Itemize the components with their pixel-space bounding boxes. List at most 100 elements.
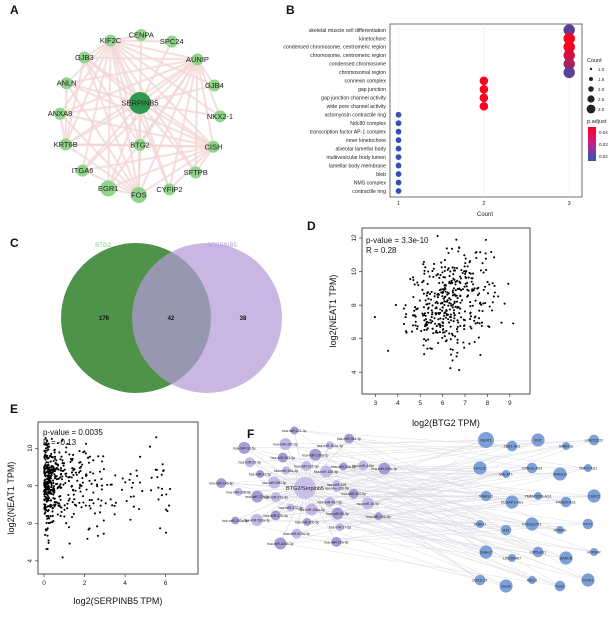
scatter-point-d <box>465 271 467 273</box>
scatter-point-e <box>52 507 54 509</box>
scatter-point-d <box>411 331 413 333</box>
scatter-point-d <box>423 344 425 346</box>
lncrna-label: TMPO-AS1 <box>579 467 597 471</box>
scatter-point-d <box>443 285 445 287</box>
scatter-point-d <box>442 281 444 283</box>
b-dot <box>396 163 402 169</box>
scatter-point-d <box>431 270 433 272</box>
ppi-node-label: NKX2-1 <box>207 112 233 121</box>
scatter-point-d <box>451 359 453 361</box>
legend-padjust-colorbar <box>588 127 596 161</box>
scatter-point-e <box>132 482 134 484</box>
scatter-point-d <box>479 322 481 324</box>
scatter-point-d <box>437 273 439 275</box>
scatter-point-d <box>403 307 405 309</box>
ppi-node-label: SPC24 <box>160 37 184 46</box>
scatter-point-d <box>423 353 425 355</box>
mirna-label: hsa-miR-200c-3p <box>371 467 397 471</box>
scatter-point-e <box>54 458 56 460</box>
scatter-point-e <box>128 479 130 481</box>
scatter-point-e <box>54 503 56 505</box>
scatter-point-d <box>447 269 449 271</box>
scatter-point-d <box>444 287 446 289</box>
scatter-point-d <box>476 288 478 290</box>
scatter-point-e <box>139 456 141 458</box>
scatter-point-d <box>403 323 405 325</box>
scatter-point-d <box>478 317 480 319</box>
scatter-point-e <box>46 471 48 473</box>
scatter-point-d <box>455 239 457 241</box>
lncrna-label: MEG3 <box>527 579 537 583</box>
scatter-point-d <box>466 282 468 284</box>
scatter-point-d <box>468 290 470 292</box>
mirna-label: hsa-miR-195-5p <box>366 515 390 519</box>
scatter-point-d <box>464 319 466 321</box>
scatter-point-d <box>432 328 434 330</box>
scatter-point-d <box>459 295 461 297</box>
mirna-label: hsa-miR-25-3p <box>239 461 262 465</box>
scatter-point-e <box>166 510 168 512</box>
scatter-point-d <box>441 295 443 297</box>
scatter-point-d <box>429 276 431 278</box>
scatter-point-e <box>47 488 49 490</box>
scatter-point-d <box>469 305 471 307</box>
scatter-point-d <box>462 272 464 274</box>
scatter-point-e <box>97 535 99 537</box>
scatter-point-d <box>442 291 444 293</box>
scatter-point-d <box>423 270 425 272</box>
scatter-point-e <box>82 482 84 484</box>
scatter-point-e <box>47 527 49 529</box>
mirna-label: hsa-miR-519d-3p <box>283 532 309 536</box>
scatter-point-d <box>412 276 414 278</box>
mirna-label: hsa-miR-16-5p <box>357 502 380 506</box>
lncrna-label: SNHG14 <box>553 473 567 477</box>
scatter-point-d <box>432 332 434 334</box>
scatter-point-d <box>430 322 432 324</box>
scatter-point-e <box>72 489 74 491</box>
scatter-point-d <box>437 342 439 344</box>
lncrna-label: KCNQ1OT1 <box>522 523 541 527</box>
scatter-point-d <box>427 338 429 340</box>
scatter-point-e <box>56 478 58 480</box>
scatter-point-e <box>157 498 159 500</box>
scatter-point-e <box>47 481 49 483</box>
scatter-point-d <box>423 306 425 308</box>
panel-letter-b: B <box>286 3 295 17</box>
lncrna-label: SNHG12 <box>479 495 493 499</box>
scatter-point-e <box>43 485 45 487</box>
scatter-point-e <box>55 483 57 485</box>
scatter-point-e <box>74 504 76 506</box>
scatter-point-e <box>52 480 54 482</box>
venn-label-serpinb5: SERPINB5 <box>207 243 237 249</box>
scatter-point-e <box>60 515 62 517</box>
panel-letter-d: D <box>307 219 316 233</box>
scatter-point-d <box>422 263 424 265</box>
scatter-point-e <box>67 494 69 496</box>
b-dot <box>396 171 402 177</box>
scatter-point-e <box>110 498 112 500</box>
scatter-point-e <box>126 500 128 502</box>
scatter-point-d <box>439 326 441 328</box>
scatter-point-d <box>479 251 481 253</box>
mirna-label: hsa-miR-222-3p <box>294 465 318 469</box>
y-tick-label: 8 <box>351 303 358 307</box>
scatter-point-d <box>464 273 466 275</box>
scatter-point-e <box>59 499 61 501</box>
scatter-point-d <box>493 295 495 297</box>
lncrna-label: OIP5-AS1 <box>530 551 546 555</box>
legend-count-label: 2.0 <box>598 87 605 92</box>
scatter-point-e <box>91 499 93 501</box>
scatter-point-e <box>52 515 54 517</box>
scatter-point-d <box>470 327 472 329</box>
y-tick-label: 4 <box>351 370 358 374</box>
scatter-point-d <box>480 269 482 271</box>
scatter-point-d <box>449 270 451 272</box>
scatter-point-d <box>497 295 499 297</box>
scatter-point-e <box>44 465 46 467</box>
scatter-point-e <box>72 501 74 503</box>
scatter-point-d <box>414 314 416 316</box>
scatter-point-e <box>52 494 54 496</box>
scatter-point-d <box>472 283 474 285</box>
scatter-point-d <box>431 291 433 293</box>
scatter-point-d <box>454 270 456 272</box>
